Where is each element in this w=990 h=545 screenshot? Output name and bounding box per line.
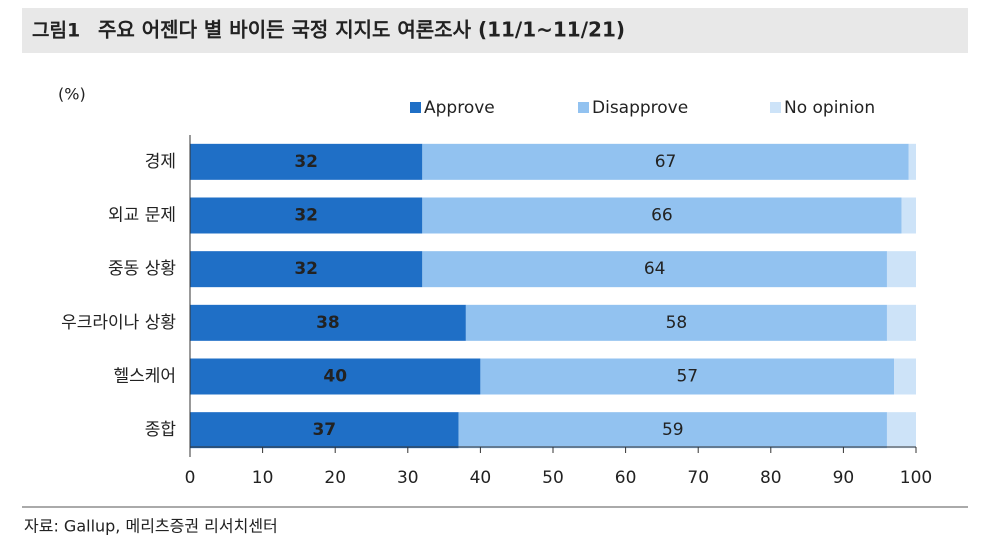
legend-swatch bbox=[770, 102, 781, 113]
y-tick-label: 우크라이나 상황 bbox=[61, 313, 176, 333]
x-tick-label: 100 bbox=[900, 468, 932, 488]
bar-segment bbox=[190, 143, 423, 180]
data-label: 59 bbox=[662, 420, 684, 440]
y-tick-label: 종합 bbox=[145, 420, 177, 440]
bar-segment bbox=[458, 412, 887, 449]
data-label: 40 bbox=[323, 367, 347, 387]
x-tick-label: 90 bbox=[833, 468, 855, 488]
data-label: 64 bbox=[644, 259, 666, 279]
bar-segment bbox=[886, 304, 916, 341]
bar-segment bbox=[480, 358, 895, 395]
bar-segment bbox=[422, 197, 902, 234]
data-label: 58 bbox=[666, 313, 688, 333]
bar-segment bbox=[190, 358, 481, 395]
y-tick-label: 중동 상황 bbox=[108, 259, 176, 279]
bar-segment bbox=[901, 197, 916, 234]
y-tick-label: 경제 bbox=[145, 152, 176, 172]
data-label: 66 bbox=[651, 206, 673, 226]
bar-segment bbox=[894, 358, 916, 395]
figure-label: 그림1 bbox=[32, 20, 80, 42]
x-tick-label: 80 bbox=[760, 468, 782, 488]
bar-segment bbox=[190, 412, 459, 449]
data-label: 32 bbox=[294, 259, 318, 279]
data-label: 32 bbox=[294, 206, 318, 226]
bar-segment bbox=[908, 143, 916, 180]
data-label: 32 bbox=[294, 152, 318, 172]
legend-swatch bbox=[578, 102, 589, 113]
bar-segment bbox=[465, 304, 887, 341]
x-tick-label: 20 bbox=[324, 468, 346, 488]
data-label: 67 bbox=[655, 152, 677, 172]
bar-segment bbox=[886, 251, 916, 288]
unit-label: (%) bbox=[58, 85, 86, 104]
x-tick-label: 60 bbox=[615, 468, 637, 488]
x-tick-label: 50 bbox=[542, 468, 564, 488]
legend-label: Approve bbox=[424, 98, 495, 118]
data-label: 37 bbox=[312, 420, 336, 440]
x-tick-label: 0 bbox=[185, 468, 196, 488]
x-tick-label: 70 bbox=[687, 468, 709, 488]
source: 자료: Gallup, 메리츠증권 리서치센터 bbox=[24, 517, 278, 536]
bar-segment bbox=[190, 251, 423, 288]
data-label: 38 bbox=[316, 313, 340, 333]
legend-swatch bbox=[410, 102, 421, 113]
bar-segment bbox=[422, 251, 887, 288]
bar-segment bbox=[190, 304, 466, 341]
x-tick-label: 30 bbox=[397, 468, 419, 488]
legend-label: Disapprove bbox=[592, 98, 688, 118]
bar-segment bbox=[886, 412, 916, 449]
chart-title: 주요 어젠다 별 바이든 국정 지지도 여론조사 (11/1~11/21) bbox=[98, 18, 625, 42]
data-label: 57 bbox=[676, 367, 698, 387]
bar-segment bbox=[422, 143, 909, 180]
bar-segment bbox=[190, 197, 423, 234]
title-bar bbox=[22, 8, 968, 53]
legend-label: No opinion bbox=[784, 98, 875, 118]
y-tick-label: 외교 문제 bbox=[108, 206, 176, 226]
x-tick-label: 10 bbox=[252, 468, 274, 488]
x-tick-label: 40 bbox=[470, 468, 492, 488]
y-tick-label: 헬스케어 bbox=[113, 367, 176, 387]
